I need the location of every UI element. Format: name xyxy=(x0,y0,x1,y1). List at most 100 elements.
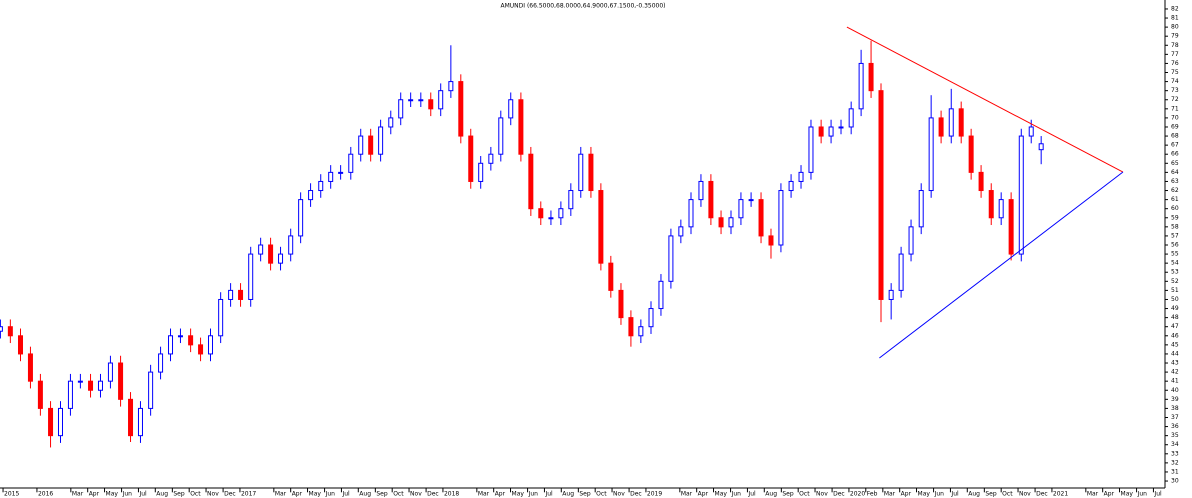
y-tick-label: 69 xyxy=(1171,123,1179,130)
x-tick-label: Oct xyxy=(190,490,201,497)
x-tick-label: Oct xyxy=(393,490,404,497)
x-tick-label: Mar xyxy=(275,490,287,497)
y-tick-label: 73 xyxy=(1171,87,1179,94)
candle-body xyxy=(18,335,24,355)
candle-body xyxy=(468,135,474,182)
x-tick-label: Sep xyxy=(579,490,591,497)
candle-body xyxy=(128,398,134,437)
candle-body xyxy=(558,208,564,219)
x-tick-label: Sep xyxy=(985,490,997,497)
y-tick-label: 67 xyxy=(1171,142,1179,149)
candle-body xyxy=(48,407,54,437)
y-tick-label: 43 xyxy=(1171,360,1179,367)
x-tick-label: Dec xyxy=(224,490,236,497)
x-tick-label: Nov xyxy=(1019,490,1031,497)
y-tick-label: 51 xyxy=(1171,287,1179,294)
candle-body xyxy=(177,335,183,338)
x-tick-label: 2018 xyxy=(444,490,459,497)
y-tick-label: 45 xyxy=(1171,341,1179,348)
candle-body xyxy=(658,280,664,310)
candle-body xyxy=(598,190,604,264)
candle-body xyxy=(988,190,994,219)
candle-body xyxy=(718,217,724,228)
x-tick-label: Jun xyxy=(122,490,133,497)
candle-body xyxy=(1008,199,1014,255)
candle-body xyxy=(258,244,264,255)
candle-body xyxy=(158,353,164,373)
x-tick-label: Apr xyxy=(901,490,912,497)
y-tick-label: 41 xyxy=(1171,378,1179,385)
y-tick-label: 37 xyxy=(1171,414,1179,421)
candle-body xyxy=(608,262,614,291)
candle-body xyxy=(908,226,914,255)
x-tick-label: Jun xyxy=(731,490,742,497)
candle-body xyxy=(298,199,304,237)
candle-body xyxy=(788,180,794,192)
candle-body xyxy=(428,99,434,110)
candle-body xyxy=(348,153,354,173)
x-tick-label: Jun xyxy=(1137,490,1148,497)
y-tick-label: 72 xyxy=(1171,96,1179,103)
x-tick-label: Oct xyxy=(1002,490,1013,497)
x-tick-label: 2019 xyxy=(647,490,662,497)
candle-body xyxy=(638,326,644,337)
y-tick-label: 77 xyxy=(1171,51,1179,58)
candle-body xyxy=(938,117,944,137)
candle-body xyxy=(548,217,554,220)
candle-body xyxy=(1028,126,1034,137)
x-tick-label: Dec xyxy=(630,490,642,497)
candle-body xyxy=(1038,143,1044,151)
y-tick-label: 46 xyxy=(1171,332,1179,339)
x-tick-label: May xyxy=(309,490,322,497)
x-tick-label: 2017 xyxy=(241,490,256,497)
x-tick-label: Aug xyxy=(968,490,980,497)
candle-body xyxy=(268,244,274,264)
candle-body xyxy=(388,117,394,128)
candle-body xyxy=(318,180,324,192)
candle-body xyxy=(678,226,684,237)
y-tick-label: 81 xyxy=(1171,15,1179,22)
candle-body xyxy=(528,153,534,210)
y-tick-label: 74 xyxy=(1171,78,1179,85)
x-tick-label: Mar xyxy=(1087,490,1099,497)
candle-body xyxy=(228,289,234,300)
candle-body xyxy=(218,298,224,337)
x-tick-label: Nov xyxy=(410,490,422,497)
x-tick-label: Sep xyxy=(376,490,388,497)
y-tick-label: 40 xyxy=(1171,387,1179,394)
y-tick-label: 39 xyxy=(1171,396,1179,403)
candle-body xyxy=(998,199,1004,219)
y-tick-label: 82 xyxy=(1171,5,1179,12)
candle-body xyxy=(328,171,334,182)
x-tick-label: Aug xyxy=(359,490,371,497)
candle-body xyxy=(488,153,494,164)
candle-body xyxy=(578,153,584,192)
y-tick-label: 75 xyxy=(1171,69,1179,76)
candle-body xyxy=(958,108,964,137)
y-tick-label: 48 xyxy=(1171,314,1179,321)
candle-body xyxy=(118,362,124,400)
x-tick-label: Mar xyxy=(72,490,84,497)
y-tick-label: 50 xyxy=(1171,296,1179,303)
candle-body xyxy=(458,81,464,137)
y-tick-label: 55 xyxy=(1171,251,1179,258)
x-tick-label: May xyxy=(715,490,728,497)
candle-body xyxy=(438,90,444,110)
x-tick-label: Aug xyxy=(765,490,777,497)
candle-body xyxy=(688,199,694,228)
y-tick-label: 65 xyxy=(1171,160,1179,167)
x-tick-label: May xyxy=(512,490,525,497)
x-tick-label: Feb xyxy=(867,490,878,497)
candle-body xyxy=(778,190,784,246)
y-tick-label: 70 xyxy=(1171,114,1179,121)
candle-body xyxy=(668,235,674,282)
y-tick-label: 76 xyxy=(1171,60,1179,67)
candle-body xyxy=(478,162,484,182)
candle-body xyxy=(648,308,654,328)
y-tick-label: 34 xyxy=(1171,441,1179,448)
x-tick-label: Oct xyxy=(596,490,607,497)
candle-body xyxy=(498,117,504,155)
candle-body xyxy=(828,126,834,137)
y-tick-label: 44 xyxy=(1171,350,1179,357)
